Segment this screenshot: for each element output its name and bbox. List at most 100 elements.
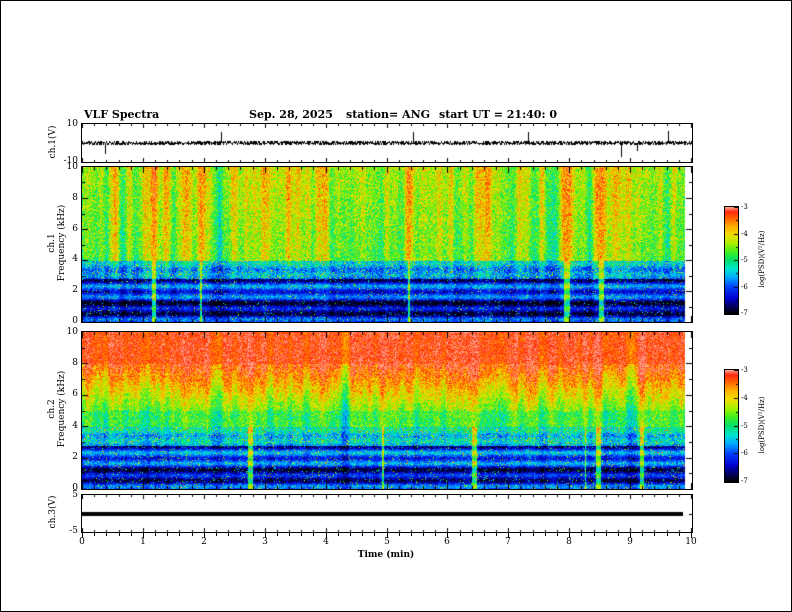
x-tick-mark [362,533,363,536]
x-tick-mark [447,533,448,538]
y-tick-label: 10 [66,119,78,129]
axis-label-line: Frequency (kHz) [57,370,67,448]
y-tick-label: 8 [72,358,78,369]
y-tick-label: -10 [63,156,79,166]
station-label: station= ANG [346,108,431,121]
x-tick-mark [179,533,180,536]
date-label: Sep. 28, 2025 [249,108,333,121]
x-tick-mark [533,533,534,536]
y-tick-label: 0 [72,316,78,326]
x-tick-mark [520,533,521,536]
x-tick-mark [399,533,400,536]
x-tick-mark [496,533,497,536]
ch1-spectrogram-canvas [82,167,692,322]
colorbar-tick-label: -3 [741,203,748,211]
x-tick-mark [460,533,461,536]
x-tick-mark [569,533,570,538]
x-tick-label: 8 [566,537,572,547]
x-tick-mark [350,533,351,536]
x-tick-mark [131,533,132,536]
x-tick-label: 6 [444,537,450,547]
x-tick-mark [143,533,144,538]
x-tick-mark [642,533,643,536]
x-tick-label: 3 [262,537,268,547]
x-tick-mark [691,533,692,538]
x-tick-label: 5 [384,537,390,547]
y-tick-label: 4 [72,254,78,265]
x-tick-mark [240,533,241,536]
ch2-spectrogram-canvas [82,332,692,489]
x-tick-mark [167,533,168,536]
y-tick-label: 2 [72,285,78,296]
ch1-frequency-axis-label: ch.1 Frequency (kHz) [47,205,67,282]
x-tick-label: 0 [79,537,85,547]
x-tick-mark [265,533,266,538]
x-tick-mark [155,533,156,536]
x-tick-mark [228,533,229,536]
x-tick-mark [630,533,631,538]
y-tick-label: 4 [72,420,78,431]
ch1-spectrogram-panel [81,166,693,323]
x-tick-mark [423,533,424,536]
x-tick-label: 1 [140,537,146,547]
x-tick-mark [654,533,655,536]
x-tick-mark [313,533,314,536]
ch3-voltage-axis-label: ch.3(V) [48,495,58,529]
ch3-waveform-canvas [82,495,692,532]
x-tick-label: 7 [505,537,511,547]
y-tick-label: 2 [72,451,78,462]
x-tick-mark [253,533,254,536]
x-axis-title: Time (min) [357,550,415,560]
ch1-colorbar [724,206,739,315]
x-tick-label: 4 [323,537,329,547]
x-tick-mark [387,533,388,538]
x-tick-mark [326,533,327,538]
start-ut-label: start UT = 21:40: 0 [439,108,557,121]
x-tick-mark [581,533,582,536]
x-tick-mark [94,533,95,536]
x-tick-mark [82,533,83,538]
ch2-colorbar-axis-label: log(PSD)(V²/Hz) [758,396,766,454]
ch1-colorbar-axis-label: log(PSD)(V²/Hz) [758,230,766,288]
x-tick-mark [508,533,509,538]
plot-title: VLF Spectra [84,108,160,121]
x-tick-mark [277,533,278,536]
colorbar-tick-label: -7 [741,309,748,317]
ch3-waveform-panel [81,494,693,533]
x-tick-mark [557,533,558,536]
colorbar-tick-label: -6 [741,283,748,291]
x-tick-mark [411,533,412,536]
ch2-colorbar [724,369,739,483]
x-tick-mark [192,533,193,536]
colorbar-tick-label: -4 [741,394,748,402]
x-tick-mark [338,533,339,536]
ch2-colorbar-canvas [725,370,738,482]
y-tick-label: 0 [72,483,78,493]
ch1-voltage-axis-label: ch.1(V) [48,125,58,159]
x-tick-mark [679,533,680,536]
x-tick-mark [545,533,546,536]
ch1-waveform-canvas [82,124,692,162]
x-tick-mark [216,533,217,536]
ch1-colorbar-canvas [725,207,738,314]
colorbar-tick-label: -4 [741,230,748,238]
x-tick-mark [606,533,607,536]
x-tick-mark [301,533,302,536]
colorbar-tick-label: -5 [741,256,748,264]
x-tick-label: 2 [201,537,207,547]
colorbar-tick-label: -7 [741,477,748,485]
ch2-frequency-axis-label: ch.2 Frequency (kHz) [47,371,67,448]
y-tick-label: 6 [72,223,78,234]
colorbar-tick-label: -3 [741,366,748,374]
colorbar-tick-label: -5 [741,422,748,430]
x-tick-mark [594,533,595,536]
x-tick-mark [435,533,436,536]
x-tick-mark [484,533,485,536]
colorbar-tick-label: -6 [741,449,748,457]
x-tick-label: 9 [627,537,633,547]
y-tick-label: -5 [69,526,78,536]
x-tick-mark [472,533,473,536]
y-tick-label: 10 [66,162,78,172]
x-tick-mark [204,533,205,538]
x-tick-mark [119,533,120,536]
